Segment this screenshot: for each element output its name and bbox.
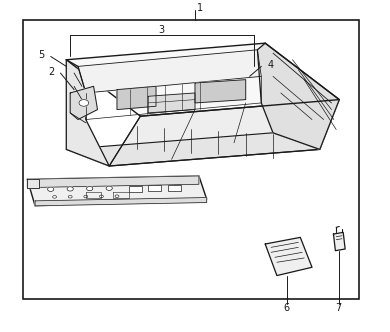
Text: 7: 7 (335, 303, 342, 313)
Ellipse shape (106, 186, 112, 191)
Text: 5: 5 (39, 50, 45, 60)
Text: 3: 3 (159, 25, 165, 35)
Polygon shape (117, 86, 156, 110)
Ellipse shape (87, 187, 93, 191)
Polygon shape (66, 43, 339, 116)
Polygon shape (66, 60, 109, 166)
Ellipse shape (79, 100, 89, 106)
Polygon shape (70, 86, 98, 120)
Bar (23, 20, 359, 299)
Polygon shape (27, 176, 199, 188)
Polygon shape (109, 100, 339, 166)
Polygon shape (265, 237, 312, 276)
Polygon shape (148, 93, 195, 113)
Ellipse shape (48, 187, 54, 191)
Polygon shape (333, 232, 345, 251)
Text: 2: 2 (48, 67, 55, 77)
Polygon shape (78, 50, 261, 93)
Polygon shape (27, 179, 39, 188)
Polygon shape (27, 176, 207, 206)
Polygon shape (257, 43, 339, 149)
Text: 1: 1 (197, 3, 203, 13)
Bar (129, 186, 142, 192)
Polygon shape (35, 198, 207, 206)
Bar (168, 185, 181, 191)
Text: 6: 6 (284, 303, 290, 313)
Polygon shape (66, 133, 320, 166)
Ellipse shape (67, 187, 73, 191)
Polygon shape (195, 80, 246, 103)
Text: 4: 4 (267, 60, 273, 70)
Bar (148, 185, 161, 191)
